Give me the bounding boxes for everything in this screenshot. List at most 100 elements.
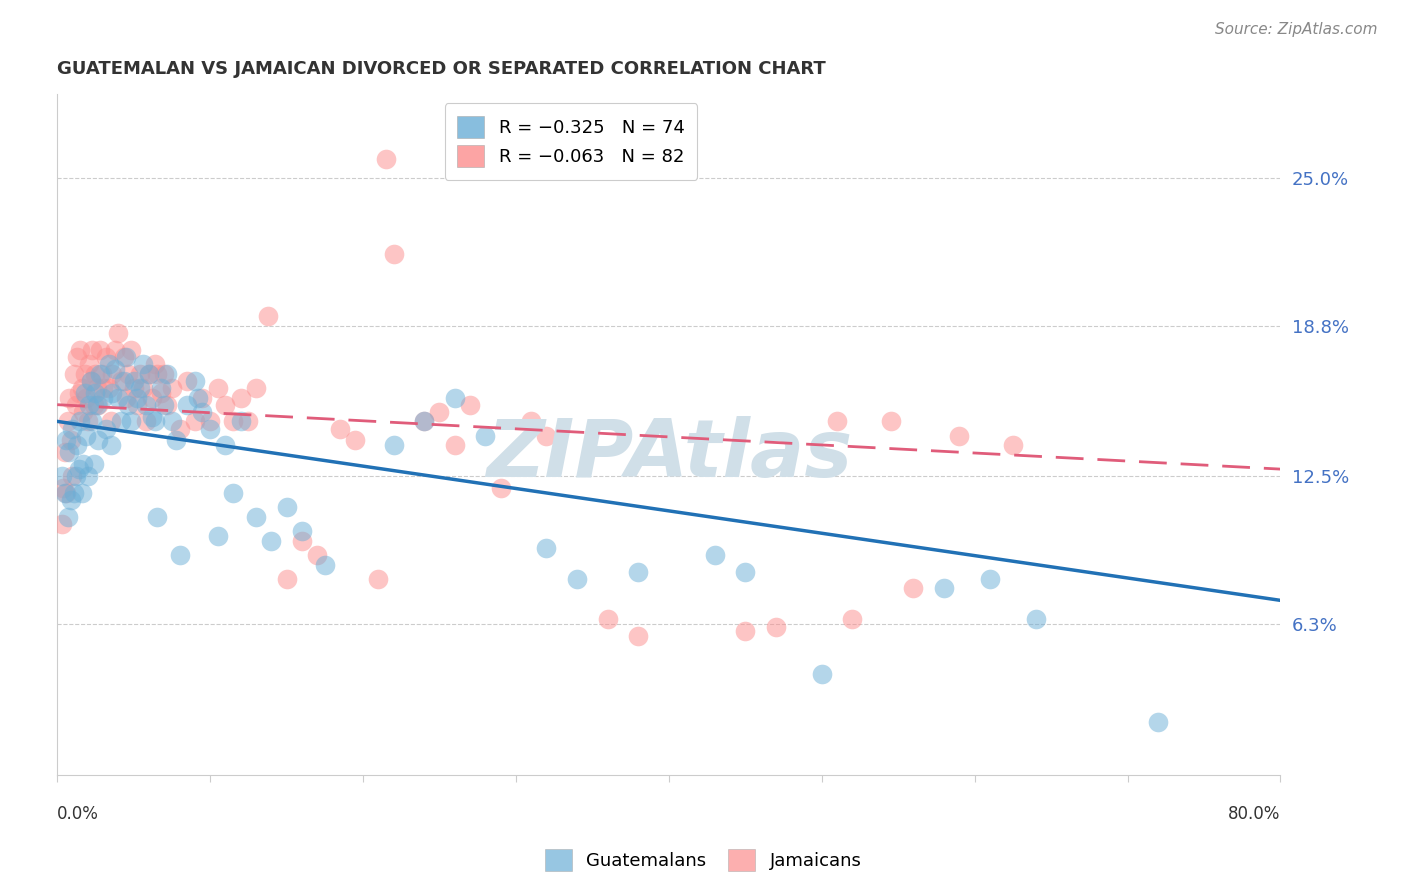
Point [207,529,229,543]
Point [132,357,155,371]
Point [76,414,98,428]
Point [443,391,465,405]
Point [141,409,163,424]
Point [458,398,481,412]
Point [344,434,367,448]
Point [565,572,588,586]
Text: Source: ZipAtlas.com: Source: ZipAtlas.com [1215,22,1378,37]
Point [627,629,650,643]
Point [125,391,148,405]
Point [55,486,77,500]
Point [382,438,405,452]
Point [82,414,104,428]
Point [276,572,298,586]
Point [165,434,187,448]
Text: GUATEMALAN VS JAMAICAN DIVORCED OR SEPARATED CORRELATION CHART: GUATEMALAN VS JAMAICAN DIVORCED OR SEPAR… [58,60,825,78]
Point [382,247,405,261]
Point [276,500,298,515]
Point [117,367,139,381]
Point [69,343,91,357]
Point [51,516,73,531]
Point [810,667,832,681]
Point [91,391,114,405]
Point [825,414,848,428]
Point [329,421,352,435]
Point [413,414,436,428]
Point [260,533,283,548]
Point [413,414,436,428]
Point [979,572,1001,586]
Point [489,481,512,495]
Point [125,398,148,412]
Point [374,152,396,166]
Point [1001,438,1024,452]
Point [176,398,198,412]
Point [79,357,101,371]
Point [86,398,108,412]
Point [70,381,93,395]
Point [120,343,142,357]
Point [191,405,214,419]
Point [73,385,96,400]
Point [91,381,114,395]
Point [198,414,221,428]
Point [245,381,267,395]
Point [187,391,209,405]
Point [291,524,314,538]
Point [143,357,166,371]
Point [72,458,94,472]
Point [94,350,117,364]
Point [65,469,87,483]
Point [101,367,124,381]
Point [89,367,111,381]
Point [443,438,465,452]
Point [138,367,160,381]
Point [145,367,167,381]
Point [83,398,105,412]
Point [114,374,136,388]
Point [84,367,107,381]
Point [51,469,73,483]
Point [104,343,127,357]
Point [150,385,173,400]
Point [117,398,139,412]
Point [222,414,245,428]
Point [229,414,252,428]
Point [198,421,221,435]
Point [66,350,89,364]
Legend: Guatemalans, Jamaicans: Guatemalans, Jamaicans [537,842,869,879]
Point [238,414,260,428]
Point [104,362,127,376]
Point [98,357,121,371]
Point [122,374,145,388]
Point [520,414,543,428]
Point [948,428,970,442]
Point [207,381,229,395]
Point [90,367,112,381]
Point [100,414,122,428]
Point [56,414,79,428]
Point [66,438,89,452]
Point [156,398,179,412]
Point [156,367,179,381]
Point [150,381,173,395]
Point [100,438,122,452]
Point [184,414,207,428]
Point [72,405,94,419]
Point [59,493,82,508]
Point [98,381,121,395]
Text: 0.0%: 0.0% [58,805,98,823]
Point [63,486,86,500]
Point [169,421,191,435]
Point [160,381,183,395]
Point [184,374,207,388]
Point [291,533,314,548]
Point [89,343,111,357]
Point [536,541,558,555]
Point [69,414,91,428]
Point [115,350,138,364]
Point [176,374,198,388]
Point [191,391,214,405]
Point [307,548,329,562]
Point [1147,714,1170,729]
